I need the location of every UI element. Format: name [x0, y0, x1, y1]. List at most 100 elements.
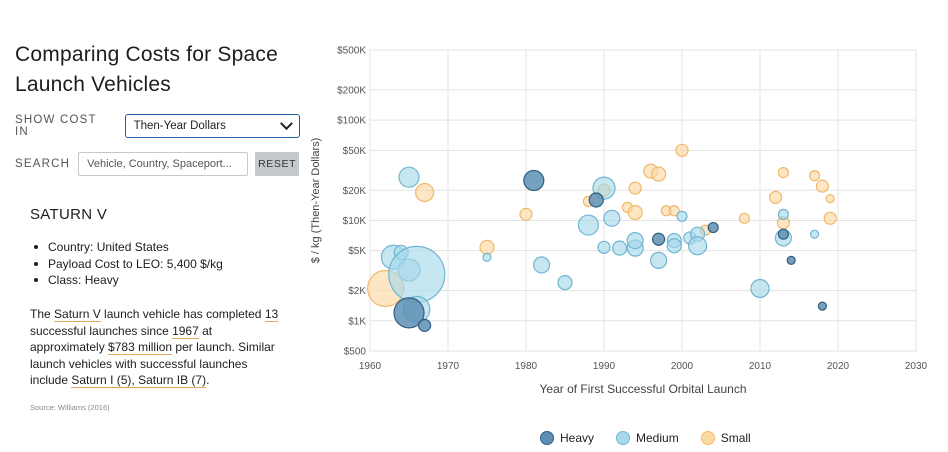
data-point-small	[651, 166, 667, 182]
data-point-heavy	[523, 169, 545, 192]
legend-small[interactable]: Small	[700, 431, 751, 445]
vehicle-detail: SATURN V Country: United States Payload …	[30, 206, 290, 289]
vehicle-name: SATURN V	[30, 206, 108, 223]
payload-label: Payload Cost to LEO:	[48, 256, 164, 271]
data-point-heavy	[652, 232, 666, 246]
reset-button[interactable]: RESET	[255, 152, 300, 176]
summary-text: The	[30, 307, 55, 321]
data-point-heavy	[393, 297, 425, 329]
data-point-heavy	[777, 228, 789, 240]
summary-text: per launch. Similar launch vehicles with…	[30, 340, 275, 387]
legend-small-swatch	[700, 431, 715, 445]
data-point-medium	[388, 245, 446, 304]
fact-class: Class: Heavy	[30, 272, 290, 289]
y-tick-label: $500	[344, 347, 367, 358]
data-point-medium	[777, 208, 789, 220]
x-axis-label: Year of First Successful Orbital Launch	[540, 382, 747, 396]
x-tick-label: 1980	[515, 361, 538, 372]
data-point-small	[628, 181, 642, 195]
x-tick-label: 1960	[359, 361, 382, 372]
data-point-medium	[597, 240, 611, 254]
data-point-medium	[666, 238, 682, 254]
data-point-medium	[809, 229, 820, 239]
data-point-medium	[398, 166, 420, 188]
data-point-medium	[650, 251, 668, 269]
data-point-medium	[557, 275, 573, 291]
class-label: Class:	[48, 273, 82, 287]
vehicle-facts: Country: United States Payload Cost to L…	[30, 239, 290, 289]
data-point-small	[777, 166, 789, 179]
y-tick-label: $50K	[343, 146, 367, 157]
cost-select[interactable]: Then-Year Dollars	[124, 114, 300, 138]
x-tick-label: 2000	[671, 361, 694, 372]
cost-select-value: Then-Year Dollars	[133, 120, 226, 132]
summary-text: launch vehicle has completed	[100, 307, 265, 321]
data-point-small	[738, 212, 750, 224]
data-point-small	[519, 207, 533, 221]
page-title-line-1: Comparing Costs for Space	[15, 43, 278, 66]
legend-medium[interactable]: Medium	[616, 431, 679, 445]
data-point-heavy	[707, 221, 719, 234]
x-tick-label: 2030	[905, 361, 928, 372]
data-point-small	[627, 204, 643, 221]
cost-scatter-chart: 1960 1970 1980 1990 2000 2010 2020 2030 $500 $1K $…	[310, 46, 928, 397]
data-point-small	[479, 239, 495, 255]
legend-small-label: Small	[720, 431, 751, 445]
data-point-medium	[676, 210, 688, 222]
legend-heavy-label: Heavy	[560, 431, 595, 445]
bullet-icon	[30, 239, 48, 256]
x-tick-label: 2010	[749, 361, 772, 372]
show-cost-label: SHOW COST IN	[15, 114, 97, 138]
y-axis-label: $ / kg (Then-Year Dollars)	[310, 138, 322, 264]
legend-medium-swatch	[616, 431, 631, 445]
y-tick-label: $2K	[348, 286, 366, 297]
search-control: SEARCH Vehicle, Country, Spaceport... RE…	[15, 152, 300, 176]
legend-heavy[interactable]: Heavy	[540, 431, 594, 445]
y-tick-label: $500K	[337, 46, 366, 57]
data-point-medium	[612, 240, 628, 256]
data-point-small	[815, 179, 830, 193]
country-label: Country:	[48, 240, 94, 254]
country-value: United States	[96, 240, 169, 254]
y-tick-label: $5K	[348, 246, 366, 257]
summary-similar-vehicles[interactable]: Saturn I (5), Saturn IB (7)	[71, 373, 207, 388]
x-tick-label: 2020	[827, 361, 850, 372]
data-point-medium	[750, 278, 770, 299]
summary-vehicle-link: Saturn V	[54, 307, 101, 322]
data-point-small	[668, 205, 680, 217]
x-tick-label: 1990	[593, 361, 616, 372]
search-label: SEARCH	[15, 158, 71, 170]
data-point-medium	[688, 236, 708, 256]
legend-heavy-swatch	[540, 431, 554, 445]
data-point-medium	[626, 231, 644, 250]
summary-text: .	[206, 373, 210, 387]
x-tick-label: 1970	[437, 361, 460, 372]
y-tick-label: $1K	[348, 316, 366, 327]
search-input[interactable]: Vehicle, Country, Spaceport...	[78, 152, 249, 176]
summary-cost: $783 million	[108, 340, 173, 355]
control-panel: Comparing Costs for Space Launch Vehicle…	[15, 40, 300, 176]
data-point-small	[414, 182, 435, 203]
y-tick-label: $20K	[343, 186, 367, 197]
fact-payload: Payload Cost to LEO: 5,400 $/kg	[30, 256, 290, 273]
class-value: Heavy	[84, 273, 119, 287]
chart-legend: Heavy Medium Small	[540, 431, 773, 445]
data-point-medium	[482, 252, 492, 262]
data-point-heavy	[588, 192, 604, 208]
source-note: Source: Williams (2016)	[30, 403, 110, 412]
chevron-down-icon	[280, 116, 293, 130]
vehicle-summary: The Saturn V launch vehicle has complete…	[30, 306, 285, 389]
bullet-icon	[30, 256, 48, 273]
summary-year: 1967	[172, 323, 199, 339]
y-tick-label: $200K	[337, 85, 366, 96]
data-point-medium	[577, 214, 599, 236]
data-point-medium	[603, 209, 621, 227]
summary-launch-count: 13	[264, 307, 279, 322]
data-point-small	[825, 194, 835, 204]
fact-country: Country: United States	[30, 239, 290, 256]
summary-text: successful launches since	[30, 323, 173, 338]
summary-text: at approximately	[30, 323, 213, 355]
page-title: Comparing Costs for Space Launch Vehicle…	[15, 40, 300, 100]
y-tick-label: $100K	[337, 116, 366, 127]
page-title-line-2: Launch Vehicles	[15, 73, 171, 96]
